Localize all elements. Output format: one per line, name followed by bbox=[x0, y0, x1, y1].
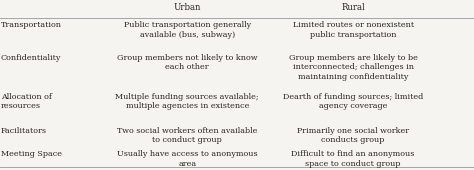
Text: Multiple funding sources available;
multiple agencies in existence: Multiple funding sources available; mult… bbox=[115, 93, 259, 110]
Text: Two social workers often available
to conduct group: Two social workers often available to co… bbox=[117, 127, 257, 144]
Text: Urban: Urban bbox=[173, 3, 201, 12]
Text: Facilitators: Facilitators bbox=[1, 127, 47, 135]
Text: Difficult to find an anonymous
space to conduct group: Difficult to find an anonymous space to … bbox=[292, 150, 415, 168]
Text: Limited routes or nonexistent
public transportation: Limited routes or nonexistent public tra… bbox=[292, 21, 414, 39]
Text: Transportation: Transportation bbox=[1, 21, 62, 29]
Text: Public transportation generally
available (bus, subway): Public transportation generally availabl… bbox=[124, 21, 251, 39]
Text: Dearth of funding sources; limited
agency coverage: Dearth of funding sources; limited agenc… bbox=[283, 93, 423, 110]
Text: Allocation of
resources: Allocation of resources bbox=[1, 93, 52, 110]
Text: Confidentiality: Confidentiality bbox=[1, 54, 61, 62]
Text: Primarily one social worker
conducts group: Primarily one social worker conducts gro… bbox=[297, 127, 409, 144]
Text: Group members not likely to know
each other: Group members not likely to know each ot… bbox=[117, 54, 257, 71]
Text: Meeting Space: Meeting Space bbox=[1, 150, 62, 158]
Text: Group members are likely to be
interconnected; challenges in
maintaining confide: Group members are likely to be interconn… bbox=[289, 54, 418, 81]
Text: Usually have access to anonymous
area: Usually have access to anonymous area bbox=[117, 150, 257, 168]
Text: Rural: Rural bbox=[341, 3, 365, 12]
